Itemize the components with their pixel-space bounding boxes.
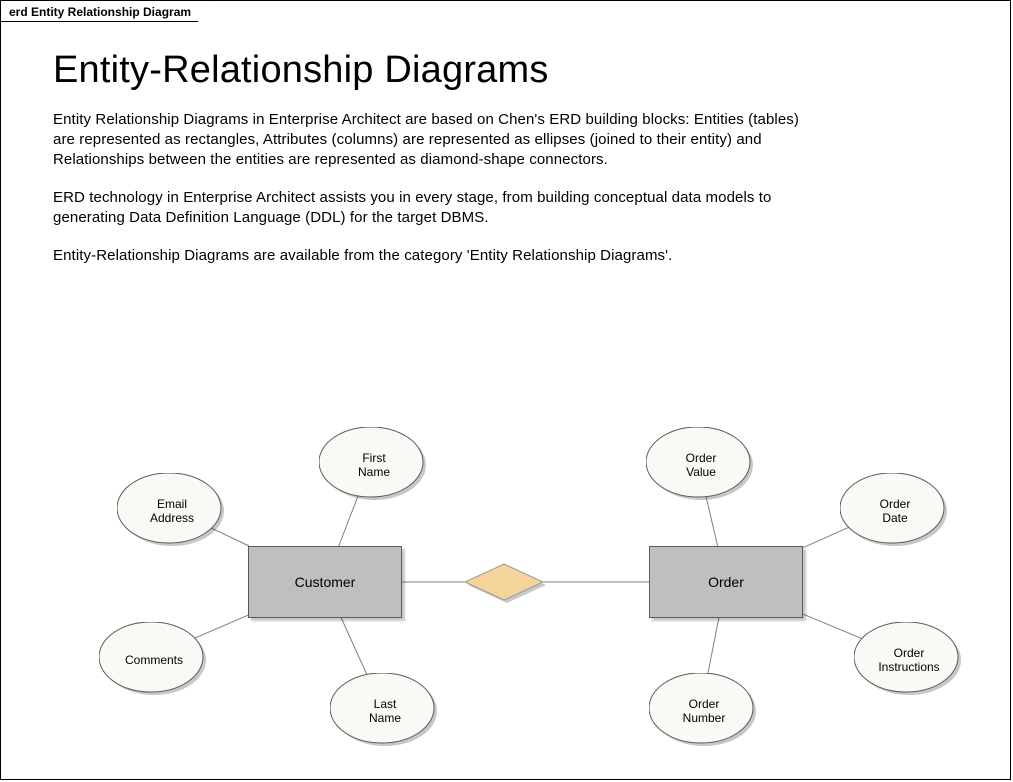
attribute-label: Last Name: [333, 697, 437, 725]
page-title: Entity-Relationship Diagrams: [53, 49, 958, 92]
attribute-label: Order Date: [843, 497, 947, 525]
attribute-first-name: First Name: [319, 427, 429, 503]
attribute-label: First Name: [322, 451, 426, 479]
attribute-last-name: Last Name: [330, 673, 440, 749]
attribute-label: Order Value: [649, 451, 753, 479]
text-content: Entity-Relationship Diagrams Entity Rela…: [53, 49, 958, 284]
edges-layer: [1, 399, 1012, 769]
attribute-label: Email Address: [120, 497, 224, 525]
relationship-diamond: [465, 564, 543, 600]
attribute-order-instr: Order Instructions: [854, 622, 964, 698]
attribute-label: Comments: [102, 653, 206, 667]
paragraph-3: Entity-Relationship Diagrams are availab…: [53, 246, 813, 266]
attribute-label: Order Number: [652, 697, 756, 725]
erd-diagram: Customer Order First Name Email Address C…: [1, 399, 1012, 769]
diagram-frame: erd Entity Relationship Diagram Entity-R…: [0, 0, 1011, 780]
entity-label: Customer: [295, 574, 356, 590]
entity-customer: Customer: [248, 546, 402, 618]
frame-tab-label: erd Entity Relationship Diagram: [9, 5, 191, 19]
attribute-comments: Comments: [99, 622, 209, 698]
entity-order: Order: [649, 546, 803, 618]
entity-label: Order: [708, 574, 744, 590]
paragraph-2: ERD technology in Enterprise Architect a…: [53, 188, 813, 228]
attribute-order-num: Order Number: [649, 673, 759, 749]
paragraph-1: Entity Relationship Diagrams in Enterpri…: [53, 110, 813, 170]
attribute-order-value: Order Value: [646, 427, 756, 503]
frame-tab: erd Entity Relationship Diagram: [0, 0, 210, 22]
attribute-email: Email Address: [117, 473, 227, 549]
attribute-order-date: Order Date: [840, 473, 950, 549]
attribute-label: Order Instructions: [857, 646, 961, 674]
